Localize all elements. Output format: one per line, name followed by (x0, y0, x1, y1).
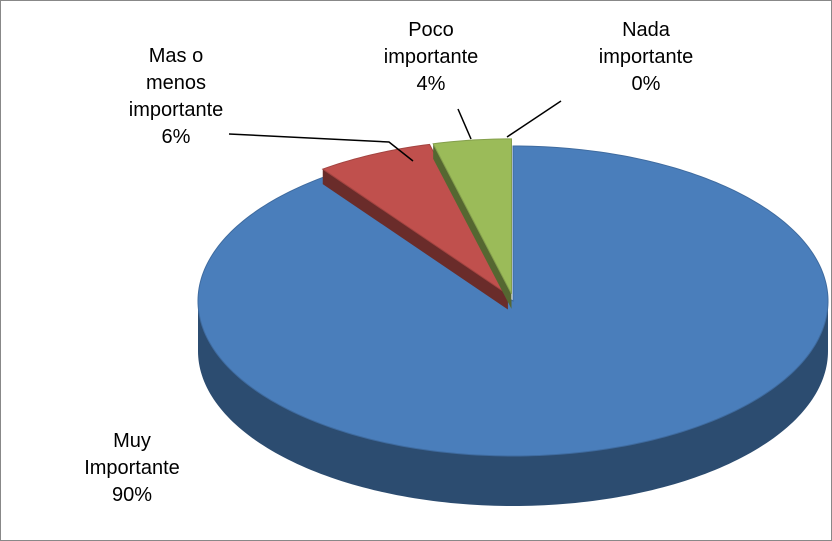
slice-cut (433, 143, 512, 309)
leader-line (506, 100, 562, 138)
slice (432, 138, 512, 295)
slice (321, 143, 509, 295)
slice-label: Poco importante 4% (341, 17, 521, 98)
value-label: 4% (416, 73, 446, 95)
leader-line (457, 108, 472, 140)
slice-label: Muy Importante 90% (42, 428, 222, 509)
leader-line (228, 133, 414, 162)
category-label: Muy Importante (84, 430, 180, 479)
value-label: 6% (161, 126, 191, 148)
category-label: Poco importante (383, 19, 479, 68)
category-label: Nada importante (598, 19, 694, 68)
category-label: Mas o menos importante (128, 45, 224, 121)
slice (197, 145, 829, 457)
slice-label: Nada importante 0% (556, 17, 736, 98)
value-label: 90% (111, 484, 153, 506)
slice-label: Mas o menos importante 6% (86, 43, 266, 151)
slice-side (198, 301, 828, 506)
value-label: 0% (631, 73, 661, 95)
slice-cut (322, 169, 508, 310)
